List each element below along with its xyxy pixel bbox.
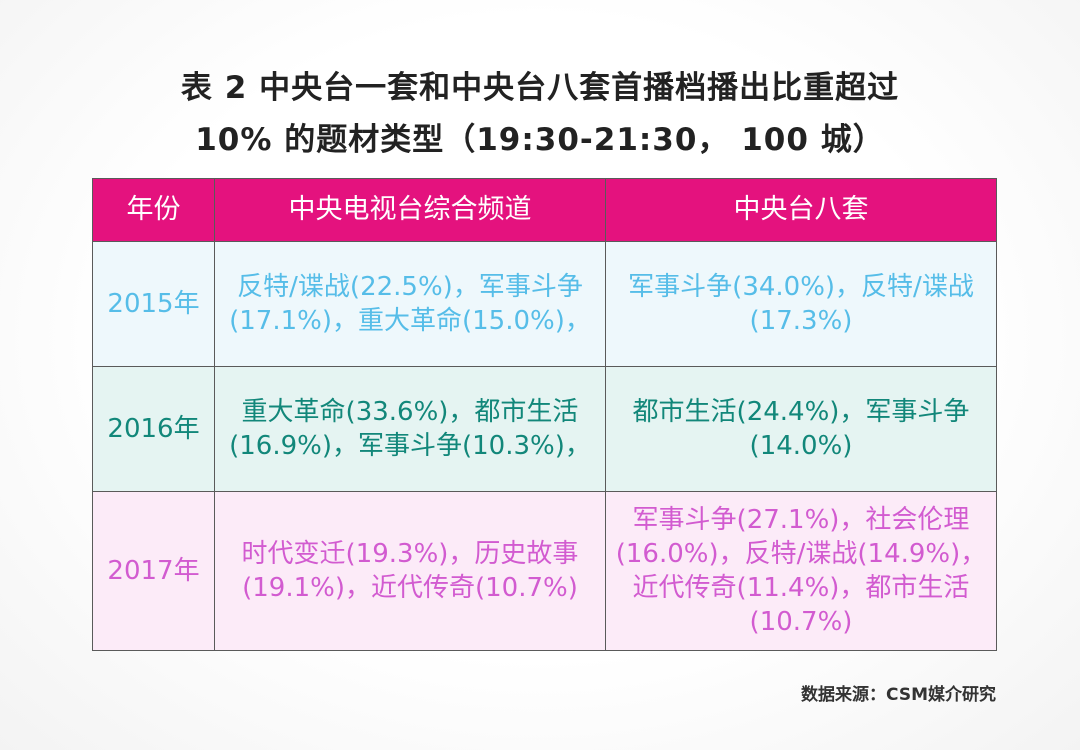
table-row: 2016年 重大革命(33.6%)，都市生活(16.9%)，军事斗争(10.3%… <box>92 366 997 492</box>
year-cell: 2015年 <box>92 241 215 367</box>
table-header-row: 年份 中央电视台综合频道 中央台八套 <box>92 178 997 242</box>
cctv1-cell: 反特/谍战(22.5%)，军事斗争(17.1%)，重大革命(15.0%)， <box>214 241 606 367</box>
cctv1-cell: 时代变迁(19.3%)，历史故事(19.1%)，近代传奇(10.7%) <box>214 491 606 651</box>
cctv8-cell: 军事斗争(27.1%)，社会伦理(16.0%)，反特/谍战(14.9%)，近代传… <box>605 491 997 651</box>
title-line-1: 表 2 中央台一套和中央台八套首播档播出比重超过 <box>180 70 900 106</box>
header-cctv1: 中央电视台综合频道 <box>214 178 606 242</box>
table-row: 2017年 时代变迁(19.3%)，历史故事(19.1%)，近代传奇(10.7%… <box>92 491 997 651</box>
year-cell: 2017年 <box>92 491 215 651</box>
title-line-2: 10% 的题材类型（19:30-21:30， 100 城） <box>195 122 885 158</box>
year-cell: 2016年 <box>92 366 215 492</box>
table-row: 2015年 反特/谍战(22.5%)，军事斗争(17.1%)，重大革命(15.0… <box>92 241 997 367</box>
cctv8-cell: 都市生活(24.4%)，军事斗争(14.0%) <box>605 366 997 492</box>
table-title: 表 2 中央台一套和中央台八套首播档播出比重超过 10% 的题材类型（19:30… <box>0 62 1080 166</box>
data-source-note: 数据来源：CSM媒介研究 <box>801 685 996 705</box>
header-year: 年份 <box>92 178 215 242</box>
cctv1-cell: 重大革命(33.6%)，都市生活(16.9%)，军事斗争(10.3%)， <box>214 366 606 492</box>
genre-share-table: 年份 中央电视台综合频道 中央台八套 2015年 反特/谍战(22.5%)，军事… <box>92 178 997 651</box>
cctv8-cell: 军事斗争(34.0%)，反特/谍战(17.3%) <box>605 241 997 367</box>
header-cctv8: 中央台八套 <box>605 178 997 242</box>
